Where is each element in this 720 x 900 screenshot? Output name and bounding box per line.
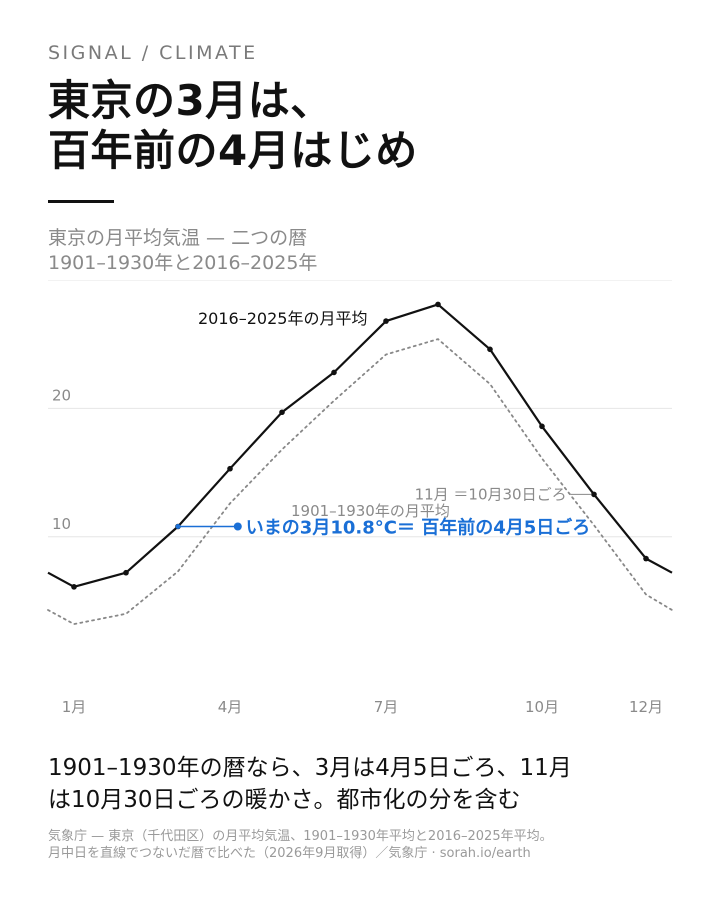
chart-subtitle: 東京の月平均気温 — 二つの暦 1901–1930年と2016–2025年 <box>48 226 317 276</box>
data-point <box>227 465 233 472</box>
march-match-end-dot <box>233 522 242 531</box>
data-point <box>123 569 129 576</box>
series-label-1901-1930: 1901–1930年の月平均 <box>291 502 450 520</box>
data-point <box>435 301 441 308</box>
data-point <box>487 346 493 353</box>
series-line-2016-2025 <box>47 303 673 588</box>
data-point <box>331 369 337 376</box>
march-match-start-dot <box>175 524 181 530</box>
series-label-2016-2025: 2016–2025年の月平均 <box>198 309 367 328</box>
data-point <box>539 423 545 430</box>
x-tick-label: 10月 <box>525 698 559 716</box>
data-point <box>643 555 649 562</box>
source-note: 気象庁 — 東京（千代田区）の月平均気温、1901–1930年平均と2016–2… <box>48 828 708 862</box>
y-tick-label: 20 <box>52 386 71 404</box>
title-line-2: 百年前の4月はじめ <box>48 126 418 175</box>
november-note-label: 11月 ＝10月30日ごろ <box>415 485 567 503</box>
page-title: 東京の3月は、 百年前の4月はじめ <box>48 76 418 176</box>
november-match-dot <box>591 491 597 497</box>
subtitle-line-1: 東京の月平均気温 — 二つの暦 <box>48 227 308 249</box>
x-tick-label: 1月 <box>62 698 87 716</box>
source-line-2: 月中日を直線でつないだ暦で比べた（2026年9月取得）／気象庁 · sorah.… <box>48 846 531 861</box>
series-line-1901-1930 <box>47 338 673 626</box>
subtitle-line-2: 1901–1930年と2016–2025年 <box>48 252 318 274</box>
x-tick-label: 4月 <box>218 698 243 716</box>
y-tick-label: 10 <box>52 515 71 533</box>
data-point <box>383 318 389 324</box>
source-line-1: 気象庁 — 東京（千代田区）の月平均気温、1901–1930年平均と2016–2… <box>48 829 553 844</box>
x-tick-label: 12月 <box>629 698 663 716</box>
takeaway-line-2: は10月30日ごろの暖かさ。都市化の分を含む <box>48 787 521 813</box>
title-line-1: 東京の3月は、 <box>48 76 333 125</box>
temperature-chart: 102030°C1月4月7月10月12月いまの3月10.8°C＝ 百年前の4月5… <box>47 280 673 716</box>
x-tick-label: 7月 <box>374 698 399 716</box>
data-point <box>279 409 285 416</box>
march-callout-label: いまの3月10.8°C＝ 百年前の4月5日ごろ <box>246 517 590 539</box>
data-point <box>71 584 77 590</box>
kicker: SIGNAL / CLIMATE <box>48 42 258 64</box>
title-divider <box>48 200 114 203</box>
takeaway-text: 1901–1930年の暦なら、3月は4月5日ごろ、11月 は10月30日ごろの暖… <box>48 752 688 816</box>
takeaway-line-1: 1901–1930年の暦なら、3月は4月5日ごろ、11月 <box>48 755 572 781</box>
